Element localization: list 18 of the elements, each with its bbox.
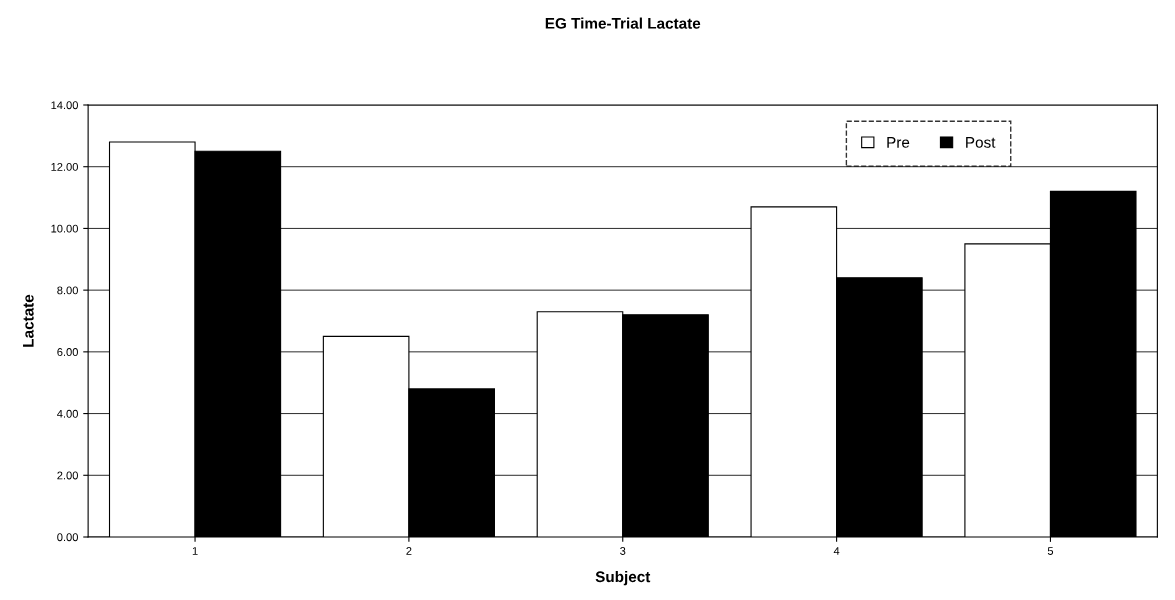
y-tick-label: 8.00 — [57, 286, 78, 295]
x-tick-label: 2 — [406, 547, 412, 555]
y-axis-title: Lactate — [23, 294, 34, 347]
legend-label: Post — [966, 137, 996, 148]
y-tick-label: 10.00 — [51, 224, 78, 233]
legend-label: Pre — [887, 137, 910, 148]
y-tick-label: 4.00 — [57, 409, 78, 418]
y-tick-label: 0.00 — [57, 533, 78, 542]
x-tick-label: 3 — [620, 547, 626, 555]
x-tick-label: 5 — [1047, 547, 1054, 555]
x-axis-title: Subject — [595, 570, 651, 586]
chart-title: EG Time-Trial Lactate — [545, 17, 701, 29]
x-tick-label: 4 — [833, 547, 840, 555]
y-tick-label: 2.00 — [57, 471, 78, 480]
y-tick-label: 14.00 — [51, 101, 78, 110]
y-tick-label: 6.00 — [57, 348, 78, 356]
y-tick-label: 12.00 — [51, 162, 78, 171]
x-tick-label: 1 — [192, 547, 198, 555]
